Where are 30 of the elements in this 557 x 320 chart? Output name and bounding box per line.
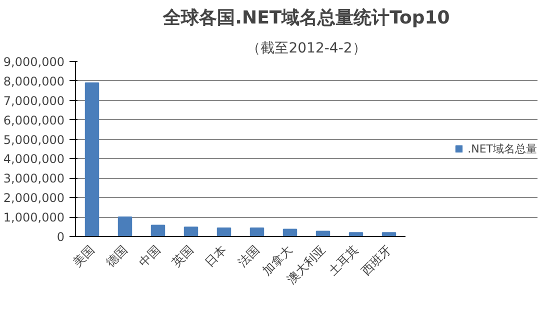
x-tick-label: 西班牙	[358, 242, 394, 278]
chart-title: 全球各国.NET域名总量统计Top10	[162, 8, 450, 28]
bar	[348, 232, 364, 236]
x-tick-label: 法国	[235, 242, 262, 270]
y-tick-label: 4,000,000	[3, 152, 65, 166]
y-tick-label: 5,000,000	[3, 132, 65, 147]
bar	[282, 228, 298, 236]
y-tick-label: 6,000,000	[3, 113, 65, 128]
chart-subtitle: （截至2012-4-2）	[246, 40, 366, 56]
y-tick-label: 3,000,000	[3, 172, 65, 186]
y-tick-label: 7,000,000	[3, 94, 65, 108]
bar	[250, 227, 264, 236]
legend-label: .NET域名总量	[468, 141, 537, 156]
x-tick-label: 中国	[136, 242, 163, 270]
y-tick-label: 1,000,000	[3, 210, 65, 225]
bar	[184, 226, 198, 236]
bar	[150, 224, 166, 236]
x-tick-label: 英国	[169, 242, 196, 270]
bar	[216, 227, 232, 236]
bar	[382, 232, 396, 236]
y-tick-label: 0	[56, 230, 65, 244]
x-tick-label: 美国	[70, 242, 97, 270]
y-tick-label: 2,000,000	[3, 191, 65, 206]
x-tick-label: 土耳其	[326, 242, 361, 278]
bar	[118, 216, 132, 236]
x-tick-label: 德国	[103, 242, 130, 270]
x-tick-label: 日本	[202, 242, 229, 270]
y-tick-label: 9,000,000	[3, 55, 65, 69]
bar	[84, 82, 100, 236]
y-tick-label: 8,000,000	[3, 74, 65, 88]
